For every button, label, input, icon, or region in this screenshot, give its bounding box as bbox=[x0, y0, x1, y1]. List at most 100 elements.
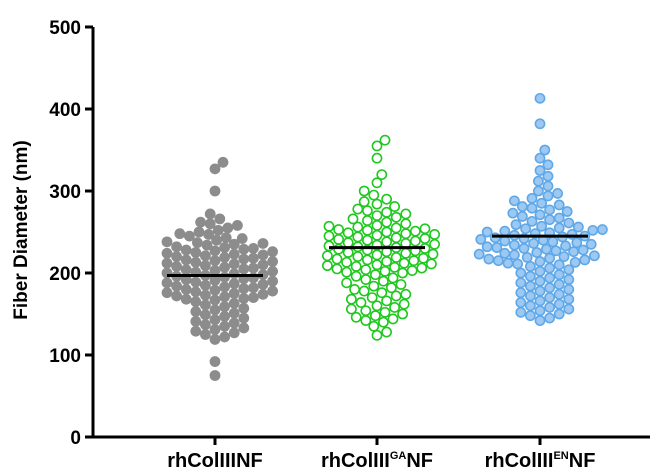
data-point bbox=[526, 192, 538, 204]
data-point bbox=[597, 224, 608, 235]
data-point bbox=[171, 290, 182, 302]
data-point bbox=[369, 310, 381, 322]
data-point bbox=[542, 180, 554, 192]
data-point bbox=[379, 306, 391, 318]
axes: 0 100 200 300 400 500 rhColIIINF rhColIIIGANF rh… bbox=[49, 18, 650, 472]
data-point bbox=[397, 308, 408, 320]
data-point bbox=[544, 292, 555, 303]
data-point bbox=[203, 229, 214, 240]
data-point bbox=[209, 163, 221, 175]
data-point bbox=[190, 286, 202, 298]
data-point bbox=[238, 283, 250, 294]
data-point bbox=[541, 243, 552, 255]
data-point bbox=[381, 236, 392, 248]
data-point bbox=[525, 310, 536, 322]
data-point bbox=[406, 265, 418, 276]
data-point bbox=[371, 229, 383, 241]
data-point bbox=[228, 268, 240, 280]
data-point bbox=[534, 315, 546, 326]
data-point bbox=[369, 269, 381, 281]
data-point bbox=[257, 249, 269, 261]
data-point bbox=[429, 238, 440, 250]
data-point bbox=[534, 209, 546, 221]
data-point bbox=[579, 254, 591, 266]
data-point bbox=[502, 257, 514, 269]
data-point bbox=[358, 285, 370, 297]
data-point bbox=[376, 169, 388, 180]
data-point bbox=[389, 201, 400, 212]
data-point bbox=[371, 300, 383, 312]
y-tick-label: 100 bbox=[49, 346, 81, 367]
data-point bbox=[342, 227, 354, 239]
data-point bbox=[199, 329, 211, 340]
data-point bbox=[361, 205, 373, 217]
data-point bbox=[429, 229, 440, 240]
data-point bbox=[219, 281, 230, 293]
data-point bbox=[371, 249, 383, 261]
data-point bbox=[228, 297, 240, 309]
data-point bbox=[587, 224, 599, 236]
data-point bbox=[489, 232, 501, 244]
data-point bbox=[180, 283, 192, 295]
data-point bbox=[161, 257, 173, 269]
data-point bbox=[350, 270, 362, 282]
data-point bbox=[569, 256, 581, 268]
data-point bbox=[534, 275, 546, 287]
data-point bbox=[553, 222, 565, 234]
data-point bbox=[553, 199, 565, 211]
data-point bbox=[209, 294, 221, 306]
data-point bbox=[368, 189, 380, 201]
data-point bbox=[352, 231, 364, 243]
data-point bbox=[209, 356, 221, 367]
data-point bbox=[209, 314, 221, 326]
data-point bbox=[209, 370, 221, 381]
data-point bbox=[387, 313, 399, 325]
data-point bbox=[209, 274, 221, 286]
data-point bbox=[534, 92, 546, 104]
data-point bbox=[220, 232, 232, 244]
data-point bbox=[547, 236, 559, 248]
data-point bbox=[190, 306, 202, 317]
data-point bbox=[542, 190, 554, 202]
data-point bbox=[534, 152, 546, 164]
data-point bbox=[211, 234, 222, 246]
data-point bbox=[377, 275, 389, 287]
data-point bbox=[553, 288, 565, 300]
y-tick-label: 400 bbox=[49, 100, 81, 121]
data-point bbox=[542, 170, 554, 182]
data-point bbox=[352, 221, 364, 233]
data-point bbox=[349, 283, 360, 295]
data-point bbox=[219, 311, 230, 322]
data-point bbox=[544, 282, 555, 294]
data-point bbox=[563, 217, 575, 229]
data-point bbox=[183, 230, 195, 242]
data-point bbox=[195, 216, 206, 228]
data-point bbox=[544, 214, 555, 226]
data-point bbox=[209, 245, 221, 257]
data-point bbox=[199, 299, 211, 311]
data-point bbox=[534, 165, 546, 176]
data-point bbox=[238, 253, 250, 265]
data-point bbox=[417, 252, 429, 264]
data-point bbox=[515, 306, 527, 318]
data-point bbox=[379, 134, 391, 146]
data-point bbox=[161, 247, 173, 259]
data-point bbox=[563, 303, 575, 315]
data-point bbox=[563, 283, 575, 295]
data-point bbox=[571, 237, 583, 249]
y-axis-label: Fiber Diameter (nm) bbox=[11, 140, 32, 319]
data-point bbox=[371, 259, 383, 271]
data-point bbox=[199, 279, 211, 291]
data-point bbox=[381, 226, 392, 238]
data-point bbox=[209, 324, 221, 335]
data-point bbox=[507, 207, 519, 219]
data-point bbox=[553, 212, 565, 224]
data-point bbox=[563, 293, 575, 305]
data-point bbox=[219, 291, 230, 303]
data-point bbox=[321, 260, 333, 272]
data-point bbox=[552, 188, 563, 199]
data-point bbox=[381, 256, 392, 267]
data-point bbox=[360, 315, 372, 326]
data-point bbox=[525, 270, 536, 282]
data-point bbox=[238, 263, 250, 275]
